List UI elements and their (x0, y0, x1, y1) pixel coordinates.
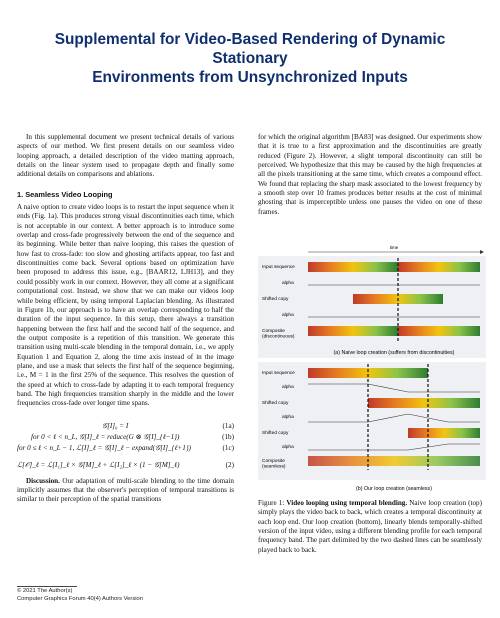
title-line-2: Environments from Unsynchronized Inputs (92, 69, 408, 86)
panel-a-input-seq-1 (308, 262, 398, 272)
panel-b-alpha-2 (308, 413, 480, 423)
discussion-text: Our adaptation of multi-scale blending t… (17, 476, 234, 504)
panel-b-label-3: alpha (282, 414, 294, 420)
time-label: time (390, 245, 399, 250)
panel-b-label-6: Composite (seamless) (262, 458, 286, 470)
caption-text: Naive loop creation (top) simply plays t… (258, 499, 482, 554)
left-column: In this supplemental document we present… (17, 133, 234, 505)
figure-panel-a: Input sequence alpha Shifted copy alpha … (258, 256, 486, 358)
figure-caption: Figure 1: Video looping using temporal b… (258, 499, 482, 555)
panel-b-shifted-seq-2 (408, 428, 480, 438)
footer-journal: Computer Graphics Forum 40(4) Authors Ve… (17, 595, 143, 602)
caption-label: Figure 1: (258, 499, 285, 507)
time-axis: time (308, 245, 484, 254)
panel-b-shifted-seq-1 (368, 398, 480, 408)
panel-a-label-4: Composite (discontinuous) (262, 328, 295, 340)
intro-paragraph: In this supplemental document we present… (17, 133, 234, 179)
discussion-label: Discussion. (26, 476, 60, 485)
equation-1a: 𝒢[I]₀ = I (1a) (102, 421, 234, 430)
panel-a-input-seq-2 (398, 262, 480, 272)
equation-2: ℒ[𝒪]_ℓ = ℒ[I₁]_ℓ × 𝒢[M]_ℓ + ℒ[I₂]_ℓ × (1… (17, 460, 234, 469)
discussion-paragraph: Discussion. Our adaptation of multi-scal… (17, 477, 234, 505)
panel-a-bg (258, 256, 486, 358)
figure-panel-b: Input sequence alpha Shifted copy alpha … (258, 362, 486, 492)
section1-paragraph: A naive option to create video loops is … (17, 203, 234, 408)
panel-a-label-2: Shifted copy (262, 296, 289, 302)
panel-b-label-5: alpha (282, 444, 294, 450)
right-column: for which the original algorithm [BA83] … (258, 133, 482, 217)
panel-a-caption: (a) Naive loop creation (suffers from di… (334, 350, 455, 356)
panel-b-composite (308, 456, 480, 466)
panel-a-composite-1 (308, 326, 398, 336)
right-paragraph: for which the original algorithm [BA83] … (258, 133, 482, 216)
section-heading: 1. Seamless Video Looping (17, 189, 113, 199)
footer-copyright: © 2021 The Author(s) (17, 588, 73, 594)
panel-a-composite-2 (398, 326, 480, 336)
equation-1b: for 0 < ℓ < n_L, 𝒢[I]_ℓ = reduce(G ⊗ 𝒢[I… (31, 432, 234, 441)
footer: © 2021 The Author(s) Computer Graphics F… (17, 588, 143, 603)
panel-b-caption: (b) Our loop creation (seamless) (356, 486, 432, 492)
panel-b-label-4: Shifted copy (262, 430, 289, 436)
equation-1c: for 0 ≤ ℓ < n_L − 1, ℒ[I]_ℓ = 𝒢[I]_ℓ − e… (17, 443, 234, 452)
panel-b-label-2: Shifted copy (262, 400, 289, 406)
panel-b-label-0: Input sequence (262, 370, 295, 376)
panel-a-label-0: Input sequence (262, 264, 295, 270)
panel-b-alpha-1 (308, 383, 480, 393)
caption-bold: Video looping using temporal blending. (286, 499, 408, 507)
panel-a-label-3: alpha (282, 312, 294, 318)
footer-rule (17, 586, 77, 587)
panel-b-label-1: alpha (282, 384, 294, 390)
paper-title: Supplemental for Video-Based Rendering o… (20, 30, 480, 87)
equations: 𝒢[I]₀ = I (1a) for 0 < ℓ < n_L, 𝒢[I]_ℓ =… (17, 421, 234, 471)
panel-a-label-1: alpha (282, 280, 294, 286)
panel-b-input-seq (308, 368, 428, 378)
loop-figure: time Input sequence alpha Shifted copy a… (258, 245, 486, 492)
title-line-1: Supplemental for Video-Based Rendering o… (54, 31, 446, 67)
